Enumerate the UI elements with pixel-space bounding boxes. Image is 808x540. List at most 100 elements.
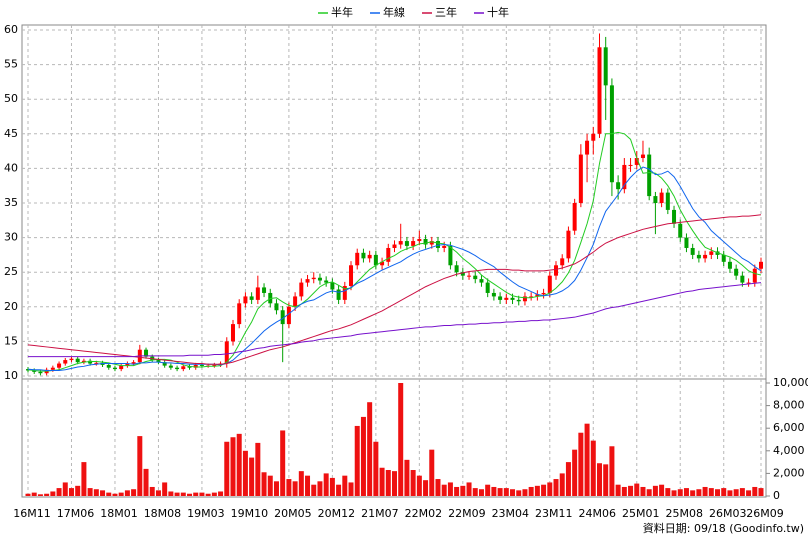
candle-body xyxy=(640,154,645,159)
candle-body xyxy=(286,306,291,325)
volume-bar xyxy=(292,481,298,496)
volume-bar xyxy=(81,462,87,496)
volume-bar xyxy=(261,472,267,496)
volume-bar xyxy=(112,493,118,496)
y-tick-label: 40 xyxy=(4,161,18,174)
candle-body xyxy=(380,261,385,266)
volume-bar xyxy=(584,423,590,496)
candle-body xyxy=(50,367,55,370)
volume-bar xyxy=(578,432,584,496)
candle-body xyxy=(460,272,465,276)
y-tick-label: 25 xyxy=(4,265,18,278)
volume-bar xyxy=(180,492,186,496)
candle-body xyxy=(243,296,248,304)
ma-line xyxy=(28,282,762,358)
candle-body xyxy=(752,268,757,283)
x-tick-label: 24M06 xyxy=(579,507,617,520)
candle-body xyxy=(336,289,341,300)
volume-bar xyxy=(174,492,180,496)
volume-bar xyxy=(218,491,224,496)
candle-body xyxy=(485,282,490,293)
volume-bar xyxy=(311,484,317,496)
candle-body xyxy=(740,275,745,283)
volume-bar xyxy=(354,425,360,496)
volume-bar xyxy=(199,492,205,496)
x-tick-label: 25M08 xyxy=(665,507,703,520)
candle-body xyxy=(628,164,633,166)
candle-body xyxy=(647,154,652,197)
volume-bar xyxy=(286,479,292,496)
volume-bar xyxy=(646,489,652,496)
candle-body xyxy=(305,279,310,283)
volume-bar xyxy=(739,488,745,496)
volume-bar xyxy=(193,492,199,496)
volume-bar xyxy=(379,467,385,496)
volume-bar xyxy=(510,489,516,496)
volume-bar xyxy=(187,493,193,496)
volume-bar xyxy=(50,491,56,496)
candle-body xyxy=(442,245,447,248)
candle-body xyxy=(75,358,80,363)
volume-bar xyxy=(168,491,174,496)
candle-body xyxy=(721,254,726,262)
volume-bar xyxy=(404,459,410,496)
y-tick-label: 60 xyxy=(4,23,18,36)
candle-body xyxy=(32,370,37,372)
y-tick-label: 45 xyxy=(4,127,18,140)
volume-bar xyxy=(162,482,168,496)
candle-body xyxy=(616,182,621,190)
volume-bar xyxy=(466,482,472,496)
volume-bar xyxy=(472,488,478,496)
candle-body xyxy=(69,358,74,361)
candle-body xyxy=(491,292,496,297)
y-tick-label: 10 xyxy=(4,369,18,382)
volume-bar xyxy=(708,488,714,496)
legend-label: 三年 xyxy=(435,5,457,19)
candle-body xyxy=(330,282,335,290)
candle-body xyxy=(224,341,229,364)
candle-body xyxy=(672,209,677,224)
candle-body xyxy=(504,297,509,300)
volume-bar xyxy=(373,441,379,496)
volume-bar xyxy=(131,489,137,496)
volume-bar xyxy=(528,486,534,496)
candle-body xyxy=(529,296,534,298)
volume-bar xyxy=(609,446,615,496)
volume-bar xyxy=(590,440,596,496)
volume-bar xyxy=(634,483,640,496)
candle-body xyxy=(411,241,416,246)
legend-label: 年線 xyxy=(383,5,405,19)
y2-tick-label: 4,000 xyxy=(773,444,805,457)
volume-bar xyxy=(485,484,491,496)
candle-body xyxy=(112,367,117,370)
volume-bar xyxy=(671,490,677,496)
volume-bar xyxy=(398,383,404,496)
x-tick-label: 26M03 xyxy=(709,507,747,520)
y2-tick-label: 6,000 xyxy=(773,421,805,434)
volume-bar xyxy=(733,489,739,496)
volume-bar xyxy=(305,475,311,496)
volume-bar xyxy=(137,436,143,496)
candle-body xyxy=(398,241,403,245)
volume-bar xyxy=(715,489,721,496)
candle-body xyxy=(678,223,683,238)
x-tick-label: 20M12 xyxy=(318,507,356,520)
volume-bar xyxy=(683,488,689,496)
volume-bar xyxy=(553,479,559,496)
volume-bar xyxy=(149,486,155,496)
candle-body xyxy=(187,366,192,368)
volume-bar xyxy=(621,486,627,496)
candle-body xyxy=(274,303,279,311)
x-tick-label: 18M08 xyxy=(144,507,182,520)
candle-body xyxy=(63,360,68,364)
candle-body xyxy=(199,364,204,366)
volume-bar xyxy=(68,488,74,496)
volume-bar xyxy=(596,463,602,496)
volume-bar xyxy=(56,488,62,496)
candle-body xyxy=(727,261,732,269)
volume-bar xyxy=(628,485,634,496)
volume-bar xyxy=(416,475,422,496)
x-tick-label: 18M01 xyxy=(100,507,138,520)
volume-bar xyxy=(534,485,540,496)
volume-bar xyxy=(721,488,727,496)
